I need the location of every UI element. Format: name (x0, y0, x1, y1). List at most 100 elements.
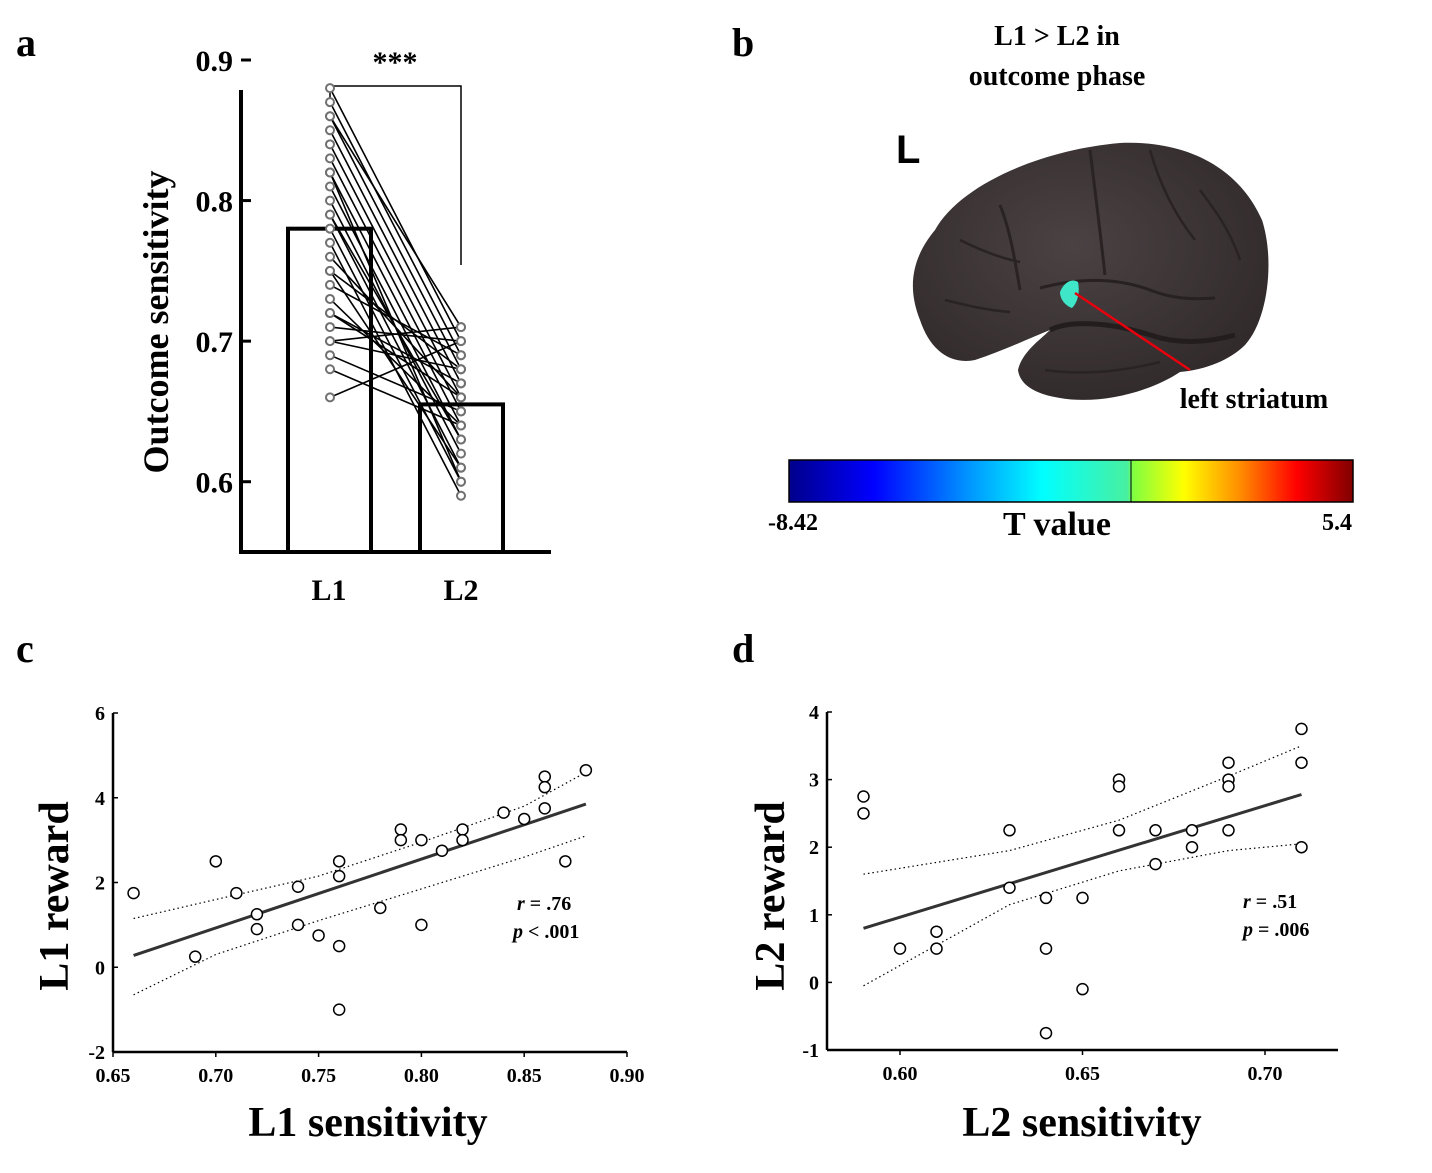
stat-p-prefix: p (1241, 919, 1253, 941)
panel-d-ytick-label: 0 (809, 972, 819, 994)
xtick-label-L2: L2 (443, 574, 478, 607)
paired-point-L1 (325, 237, 335, 248)
hemisphere-label: L (896, 128, 920, 172)
panel-c-point (312, 929, 325, 942)
xtick-label-L1: L1 (311, 574, 346, 607)
paired-line (329, 270, 462, 469)
paired-point-L1 (325, 336, 335, 347)
panel-c-point (209, 855, 223, 868)
panel-d-point (1039, 942, 1053, 955)
colorbar-label: T value (1003, 506, 1111, 543)
panel-c-point (415, 833, 428, 847)
paired-line (329, 129, 462, 384)
paired-line (329, 87, 462, 342)
panel-c-point (332, 869, 346, 883)
panel-d-ci-lower (863, 843, 1302, 987)
panel-c-point (394, 823, 408, 836)
panel-c-point (127, 886, 140, 900)
bar-L1 (286, 226, 373, 555)
paired-point-L2 (456, 364, 466, 375)
paired-point-L2 (456, 406, 466, 417)
paired-line (329, 186, 462, 440)
panel-c-point (250, 908, 264, 921)
panel-d-point (1222, 824, 1235, 837)
colorbar-min: -8.42 (768, 510, 818, 536)
panel-c-point (332, 855, 346, 868)
paired-line (329, 340, 462, 371)
annotation-label: left striatum (1180, 384, 1329, 415)
stat-r-prefix: r (517, 893, 525, 915)
panel-c-point (538, 780, 552, 794)
panel-d-ylabel: L2 reward (748, 801, 794, 990)
panel-d-xtick-label: 0.60 (883, 1063, 918, 1085)
stat-r-prefix: r (1243, 891, 1251, 913)
paired-line (329, 326, 462, 342)
paired-point-L1 (325, 139, 335, 150)
paired-point-L2 (456, 476, 466, 487)
panel-d-point (1076, 891, 1089, 905)
paired-line (329, 312, 462, 385)
colorbar (788, 459, 1354, 503)
panel-d-point (1149, 824, 1162, 837)
panel-c-point (332, 1003, 346, 1016)
panel-d-ytick-label: 2 (809, 837, 819, 859)
panel-c-point (291, 918, 305, 932)
paired-point-L1 (325, 279, 335, 290)
paired-point-L2 (456, 490, 466, 501)
panel-a-ylabel: Outcome sensitivity (136, 171, 176, 474)
panel-d-ytick-label: 4 (809, 702, 819, 724)
paired-point-L1 (325, 97, 335, 108)
panel-d-ytick-label: -1 (802, 1040, 819, 1062)
panel-c-ytick-label: 0 (95, 957, 105, 979)
panel-label-b: b (732, 20, 754, 65)
paired-line (329, 298, 462, 427)
paired-line (329, 284, 462, 356)
stat-r-value: .51 (1272, 891, 1297, 913)
panel-c-point (579, 763, 593, 777)
panel-c-point (415, 918, 428, 932)
significance-bracket (329, 85, 462, 265)
brain-surface (912, 142, 1269, 400)
paired-point-L2 (456, 420, 466, 431)
paired-point-L1 (325, 195, 335, 206)
paired-point-L1 (325, 322, 335, 333)
panel-b-brain-map: L1 > L2 in outcome phase L left striatum… (768, 21, 1354, 543)
paired-point-L1 (325, 223, 335, 234)
paired-point-L1 (325, 153, 335, 164)
panel-c-scatter: L1 reward L1 sensitivity r = .76 p < .00… (32, 703, 645, 1146)
panel-c-point (374, 901, 387, 915)
paired-point-L1 (325, 265, 335, 276)
panel-c-ci-lower (133, 835, 587, 996)
paired-point-L2 (456, 448, 466, 459)
panel-d-point (1222, 780, 1235, 793)
panel-a-ytick-label: 0.6 (196, 467, 234, 500)
panel-d-fit-line (863, 793, 1302, 930)
panel-d-point (857, 790, 870, 803)
panel-d-stat-r: r = .51 (1243, 891, 1297, 913)
paired-point-L1 (325, 293, 335, 304)
paired-point-L1 (325, 181, 335, 192)
panel-d-point (1185, 824, 1199, 837)
panel-d-stat-p: p = .006 (1241, 919, 1309, 941)
panel-c-point (250, 922, 264, 936)
panel-c-xtick-label: 0.85 (507, 1065, 542, 1087)
panel-d-xtick-label: 0.70 (1248, 1063, 1283, 1085)
stat-p-value: < .001 (528, 921, 579, 943)
significance-stars: *** (373, 46, 418, 79)
panel-d-point (1112, 824, 1126, 837)
panel-d-point (930, 925, 943, 938)
paired-point-L1 (325, 167, 335, 178)
paired-point-L1 (325, 364, 335, 375)
panel-c-ytick-label: -2 (88, 1042, 105, 1064)
panel-d-point (1076, 982, 1089, 996)
paired-line (329, 214, 462, 440)
paired-point-L2 (456, 322, 466, 333)
panel-c-stat-r: r = .76 (517, 893, 571, 915)
panel-d-point (1222, 756, 1235, 769)
panel-d-ytick-label: 1 (809, 905, 819, 927)
panel-label-c: c (16, 626, 34, 671)
panel-c-point (456, 823, 469, 836)
paired-point-L2 (456, 434, 466, 445)
brain-title-line2: outcome phase (969, 61, 1146, 92)
